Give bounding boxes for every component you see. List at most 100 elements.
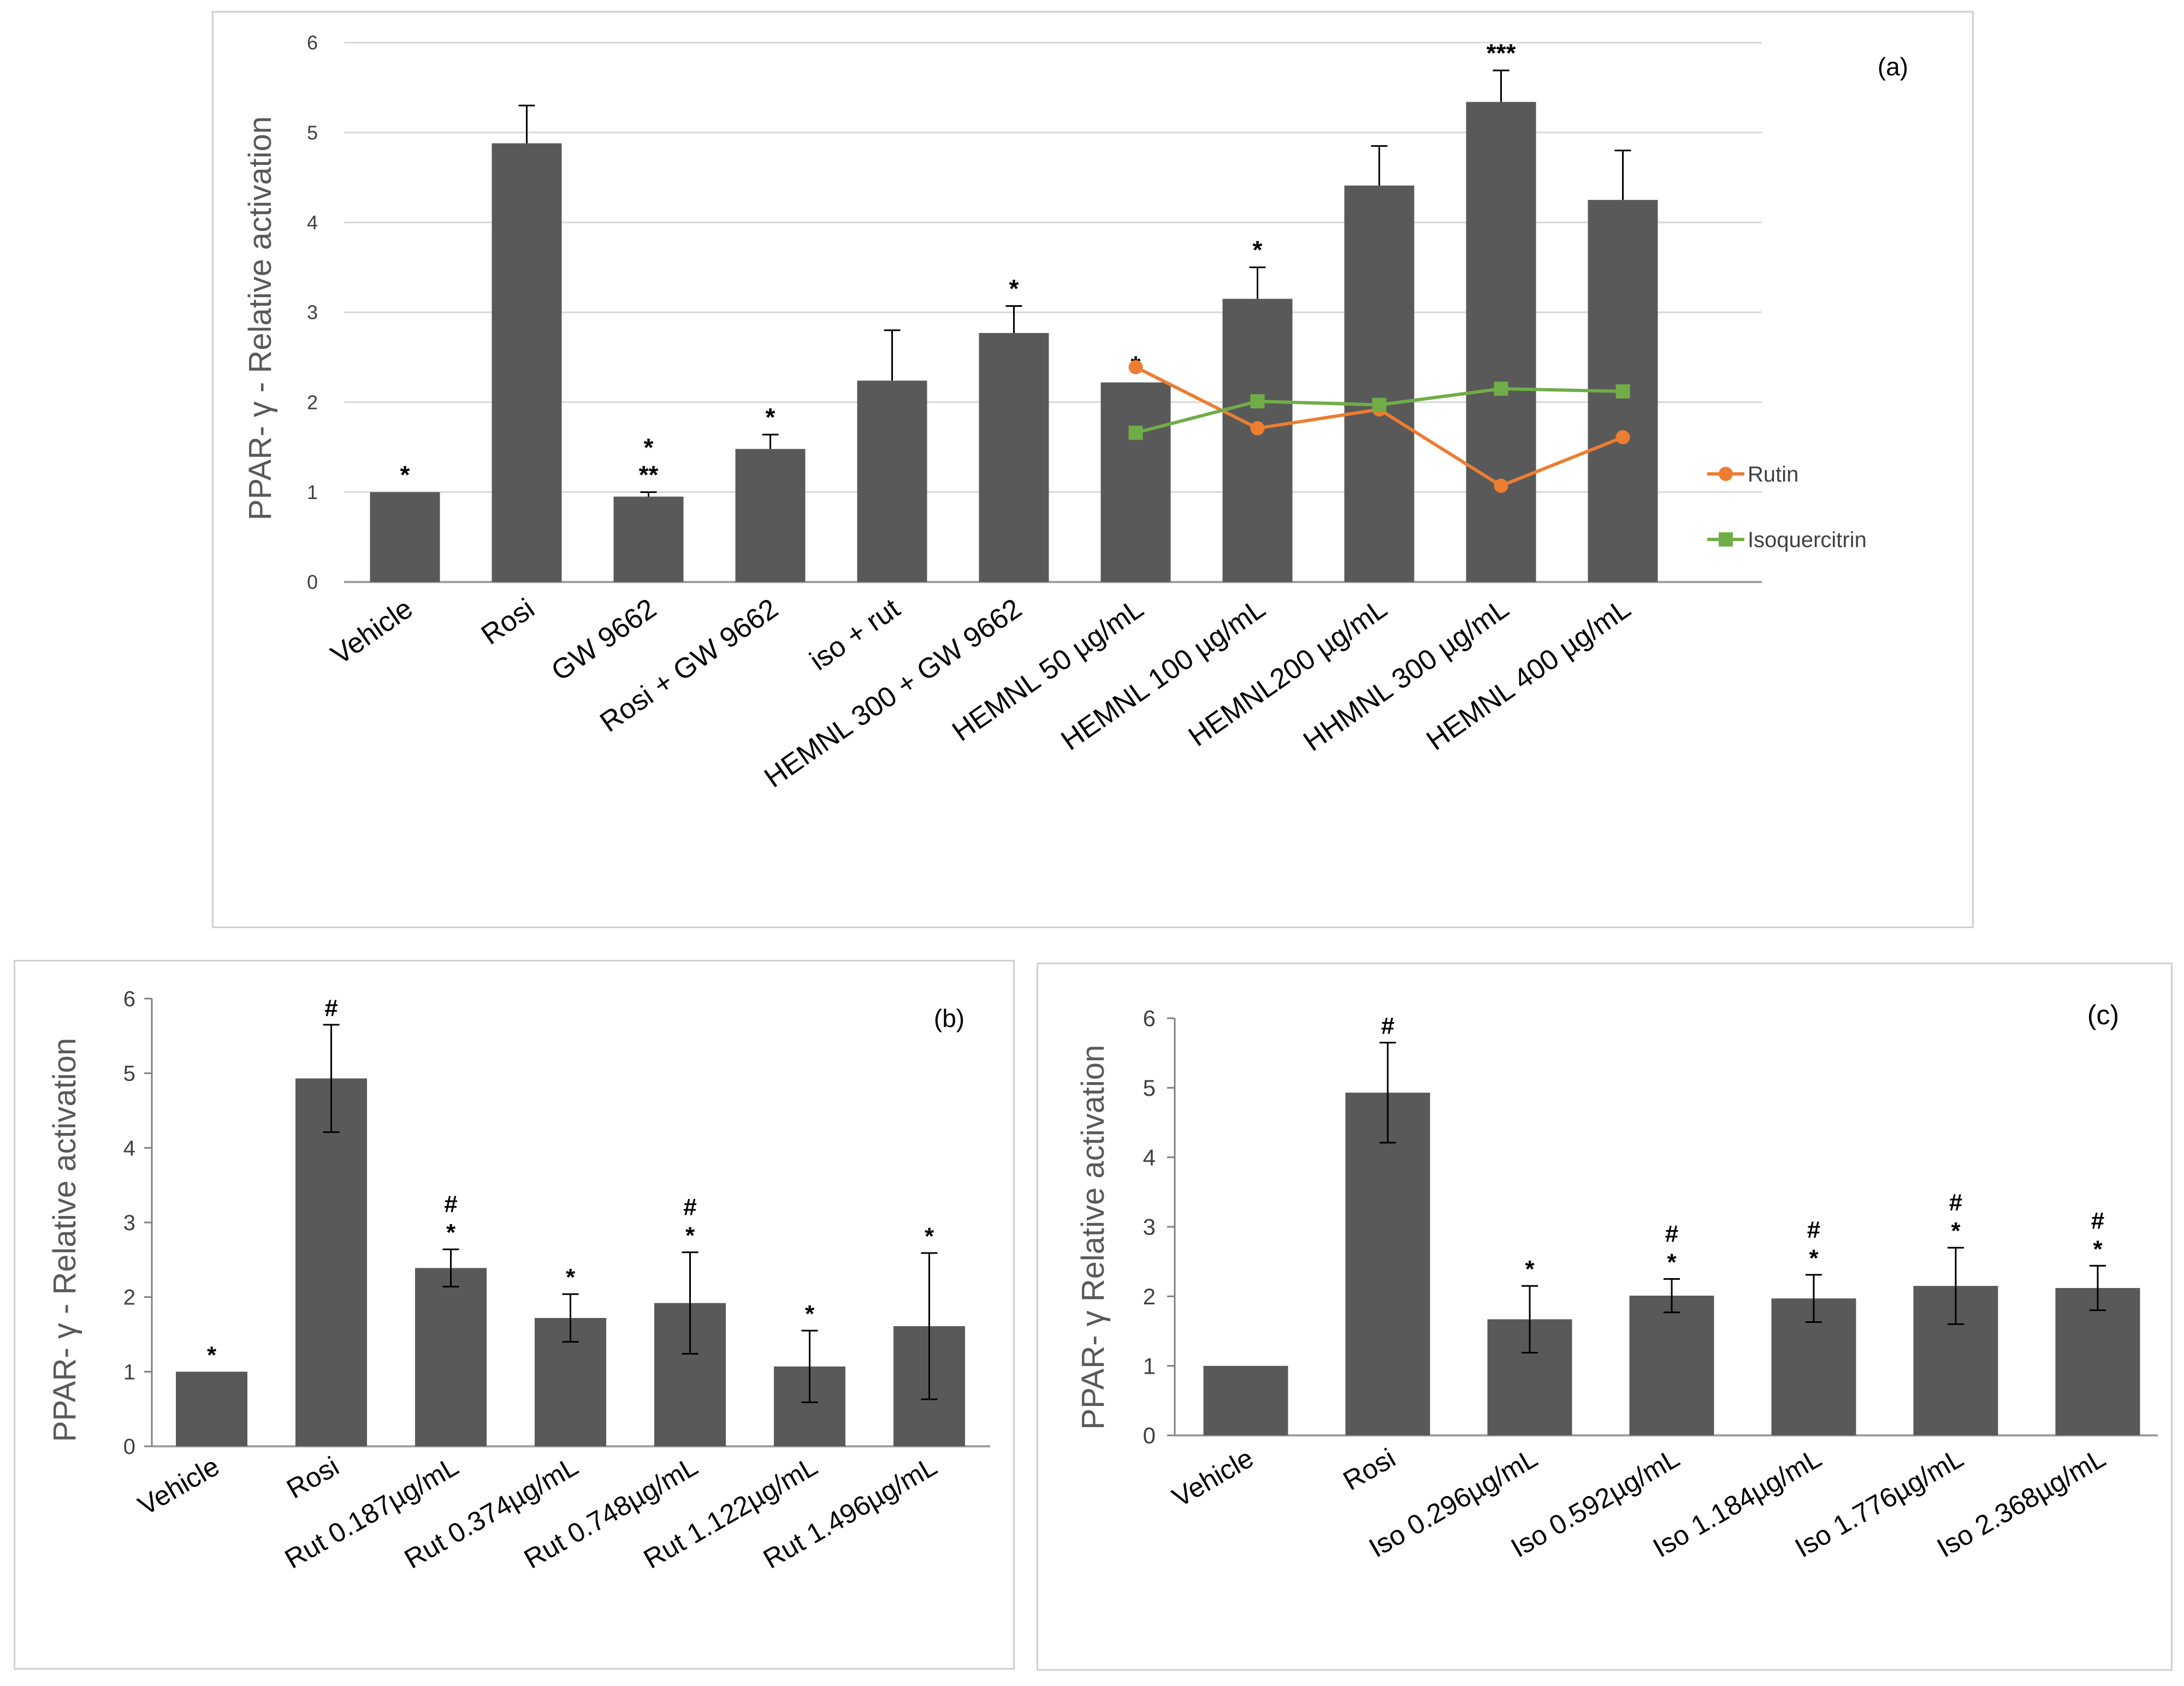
chart-b-bar <box>415 1268 487 1446</box>
chart-b-svg: 0 1 2 3 4 5 6 PPAR- γ - Relative activation (b) *… <box>47 987 990 1575</box>
chart-a-category-label: HEMNL200 µg/mL <box>1183 592 1393 752</box>
chart-a-significance-mark: * <box>1253 236 1263 264</box>
chart-a-category-label: Vehicle <box>325 592 419 671</box>
chart-c-category-label: Vehicle <box>1167 1442 1259 1513</box>
chart-c-category-label: Rosi <box>1338 1442 1401 1497</box>
chart-a-panel-label: (a) <box>1878 52 1908 81</box>
chart-a-ytick-label: 2 <box>307 391 318 413</box>
chart-a-bar <box>1344 185 1414 582</box>
chart-a-bar <box>613 496 684 582</box>
chart-a-significance-mark: * <box>644 433 654 461</box>
chart-c-significance-mark: * <box>1951 1218 1961 1244</box>
chart-a-bar <box>1100 382 1171 582</box>
chart-c-significance-mark: # <box>2091 1207 2104 1234</box>
chart-a-bar <box>370 492 440 582</box>
chart-a-ytick-label: 0 <box>307 571 318 593</box>
chart-a-ytick-label: 1 <box>307 481 318 503</box>
chart-panel-a: 0 1 2 3 4 5 6 PPAR- γ - Relative activation (a) *… <box>212 11 1974 928</box>
chart-a-category-label: GW 9662 <box>546 592 662 687</box>
chart-b-category-label: Vehicle <box>133 1451 224 1521</box>
chart-b-ytick-label: 0 <box>123 1435 135 1459</box>
chart-b-significance-mark: * <box>925 1223 934 1250</box>
chart-c-significance-mark: # <box>1949 1189 1962 1216</box>
chart-b-significance-mark: * <box>566 1264 576 1291</box>
chart-a-category-label: Rosi <box>476 592 540 651</box>
chart-a-point-rutin <box>1615 430 1630 444</box>
chart-a-bar <box>735 449 806 582</box>
chart-c-ytick-label: 5 <box>1143 1075 1156 1101</box>
chart-a-bar <box>1222 299 1293 582</box>
chart-a-point-isoquercitrin <box>1494 381 1508 396</box>
chart-a-category-label: HEMNL 100 µg/mL <box>1056 592 1271 757</box>
chart-c-significance-mark: # <box>1807 1216 1820 1243</box>
chart-a-point-isoquercitrin <box>1128 425 1143 440</box>
chart-a-ytick-label: 6 <box>307 32 318 54</box>
chart-c-panel-label: (c) <box>2087 1000 2119 1030</box>
chart-c-significance-mark: * <box>1525 1256 1535 1283</box>
chart-a-point-isoquercitrin <box>1615 384 1630 399</box>
chart-a-ytick-label: 4 <box>307 211 318 234</box>
chart-a-legend-marker <box>1719 532 1733 547</box>
chart-b-significance-mark: # <box>324 995 338 1022</box>
chart-a-ytick-label: 3 <box>307 301 318 324</box>
chart-c-bar <box>1629 1296 1714 1435</box>
chart-b-ylabel: PPAR- γ - Relative activation <box>47 1038 82 1442</box>
chart-b-significance-mark: # <box>683 1194 696 1221</box>
chart-a-legend-label: Isoquercitrin <box>1748 528 1867 552</box>
chart-b-ytick-label: 6 <box>123 987 135 1011</box>
chart-b-ytick-label: 2 <box>123 1286 135 1310</box>
chart-a-significance-mark: *** <box>1487 39 1516 67</box>
chart-a-category-label: HEMNL 400 µg/mL <box>1421 592 1637 757</box>
chart-c-ytick-label: 2 <box>1143 1284 1156 1309</box>
chart-c-significance-mark: * <box>1809 1245 1819 1272</box>
chart-c-significance-mark: # <box>1665 1221 1678 1248</box>
chart-c-significance-mark: # <box>1381 1013 1394 1040</box>
chart-c-ytick-label: 0 <box>1143 1423 1156 1448</box>
chart-b-category-label: Rosi <box>281 1451 344 1505</box>
chart-a-ytick-label: 5 <box>307 121 318 144</box>
chart-c-ytick-label: 1 <box>1143 1353 1156 1379</box>
chart-c-significance-mark: * <box>2093 1236 2103 1262</box>
chart-a-legend-marker <box>1719 467 1733 481</box>
chart-b-bar <box>295 1078 367 1446</box>
chart-a-bar <box>857 381 927 582</box>
chart-a-legend-label: Rutin <box>1748 462 1798 486</box>
chart-b-significance-mark: * <box>805 1301 815 1327</box>
chart-c-svg: 0 1 2 3 4 5 6 PPAR- γ Relative activation (c) Veh… <box>1075 1000 2158 1563</box>
chart-a-significance-mark: * <box>400 460 410 489</box>
chart-a-significance-mark: * <box>766 403 776 431</box>
chart-a-category-label: HHMNL 300 µg/mL <box>1298 592 1514 757</box>
chart-a-svg: 0 1 2 3 4 5 6 PPAR- γ - Relative activation (a) *… <box>242 32 1908 794</box>
chart-c-bar <box>2055 1288 2140 1435</box>
chart-a-ylabel: PPAR- γ - Relative activation <box>242 116 278 520</box>
chart-b-significance-mark: * <box>446 1219 456 1246</box>
chart-c-bar <box>1345 1093 1430 1435</box>
chart-a-category-label: iso + rut <box>804 592 905 677</box>
chart-b-ytick-label: 5 <box>123 1062 135 1086</box>
chart-a-bar <box>1466 102 1536 582</box>
chart-a-point-rutin <box>1250 421 1265 436</box>
chart-panel-c: 0 1 2 3 4 5 6 PPAR- γ Relative activation (c) Veh… <box>1037 963 2173 1671</box>
chart-b-significance-mark: * <box>685 1222 695 1249</box>
chart-b-significance-mark: * <box>207 1341 217 1368</box>
chart-c-ylabel: PPAR- γ Relative activation <box>1075 1045 1111 1430</box>
chart-a-bar <box>979 333 1049 582</box>
chart-b-ytick-label: 4 <box>123 1136 135 1160</box>
chart-b-ytick-label: 3 <box>123 1211 135 1235</box>
chart-a-significance-mark: ** <box>639 460 659 489</box>
chart-c-bar <box>1203 1366 1288 1435</box>
chart-c-ytick-label: 4 <box>1143 1144 1156 1170</box>
chart-b-significance-mark: # <box>444 1191 457 1218</box>
chart-a-point-isoquercitrin <box>1372 397 1387 412</box>
chart-c-significance-mark: * <box>1667 1249 1677 1276</box>
chart-a-point-rutin <box>1494 478 1508 493</box>
chart-b-bar <box>176 1372 247 1446</box>
chart-a-bar <box>492 143 562 583</box>
chart-b-panel-label: (b) <box>934 1004 964 1032</box>
chart-c-ytick-label: 6 <box>1143 1006 1156 1031</box>
chart-panel-b: 0 1 2 3 4 5 6 PPAR- γ - Relative activation (b) *… <box>14 960 1015 1670</box>
chart-a-point-isoquercitrin <box>1250 394 1265 409</box>
chart-c-ytick-label: 3 <box>1143 1214 1156 1240</box>
chart-b-ytick-label: 1 <box>123 1360 135 1384</box>
chart-a-point-rutin <box>1128 360 1143 375</box>
